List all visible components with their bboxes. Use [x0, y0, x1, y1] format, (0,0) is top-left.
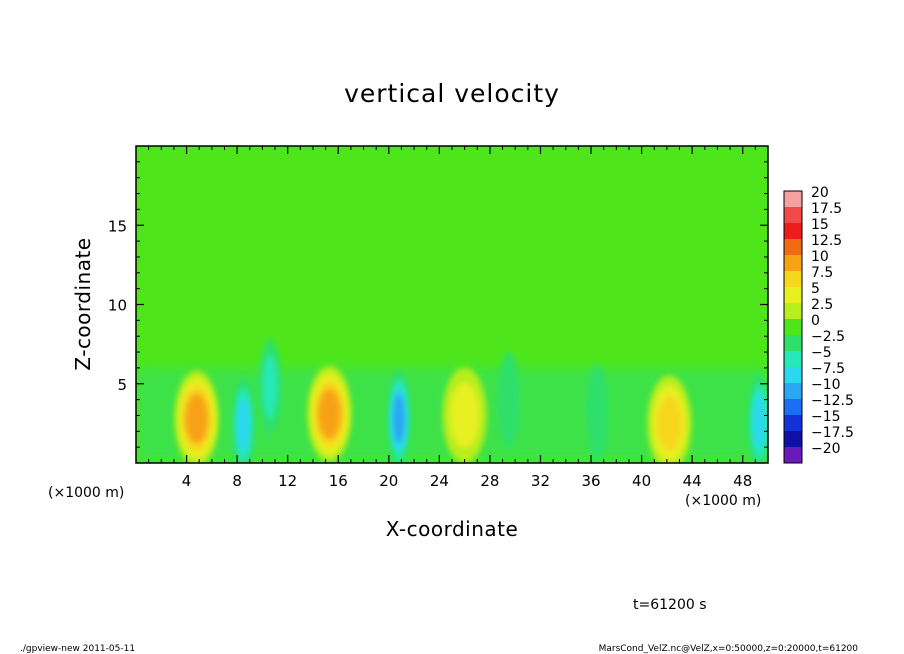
feature-updraft-0: [174, 370, 219, 463]
colorbar-frame: [783, 190, 803, 464]
colorbar-label: −10: [811, 377, 841, 393]
footer-left: ./gpview-new 2011-05-11: [20, 644, 135, 654]
x-tick-label: 20: [379, 472, 398, 490]
colorbar-swatch: [784, 335, 802, 351]
colorbar-label: −5: [811, 345, 832, 361]
colorbar-label: −2.5: [811, 329, 845, 345]
footer-right: MarsCond_VelZ.nc@VelZ,x=0:50000,z=0:2000…: [599, 644, 859, 654]
feature-contour: [185, 394, 208, 444]
feature-updraft-3: [307, 365, 352, 462]
colorbar-label: −17.5: [811, 425, 854, 441]
x-axis: 4 8 12 16 20 24 28 32 36 40 44 48: [148, 146, 756, 490]
feature-contour: [656, 396, 682, 451]
feature-downdraft-1: [232, 376, 255, 463]
y-tick-label: 10: [108, 297, 127, 315]
feature-downdraft-6: [497, 351, 520, 448]
colorbar-label: −7.5: [811, 361, 845, 377]
y-axis-label: Z-coordinate: [71, 237, 95, 370]
colorbar-label: 15: [811, 217, 829, 233]
colorbar-label: −15: [811, 409, 841, 425]
feature-downdraft-2: [258, 338, 281, 435]
colorbar-swatch: [784, 271, 802, 287]
colorbar-swatch: [784, 303, 802, 319]
colorbar-label: 10: [811, 249, 829, 265]
chart-title: vertical velocity: [344, 79, 560, 108]
y-tick-label: 5: [117, 376, 127, 394]
colorbar-label: −20: [811, 441, 841, 457]
colorbar-swatch: [784, 383, 802, 399]
colorbar-swatch: [784, 399, 802, 415]
x-tick-label: 40: [632, 472, 651, 490]
x-tick-label: 24: [430, 472, 449, 490]
plot-area: [136, 146, 768, 463]
colorbar-label: 7.5: [811, 265, 833, 281]
colorbar-label: 17.5: [811, 201, 842, 217]
x-tick-label: 12: [278, 472, 297, 490]
colorbar-label: 12.5: [811, 233, 842, 249]
x-tick-label: 4: [182, 472, 192, 490]
x-tick-label: 32: [531, 472, 550, 490]
colorbar-swatch: [784, 367, 802, 383]
colorbar-swatch: [784, 287, 802, 303]
feature-contour: [237, 397, 250, 453]
y-tick-label: 15: [108, 217, 127, 235]
colorbar: 2017.51512.5107.552.50−2.5−5−7.5−10−12.5…: [783, 185, 854, 464]
colorbar-label: −12.5: [811, 393, 854, 409]
feature-contour: [449, 383, 480, 448]
feature-updraft-5: [442, 367, 487, 463]
feature-contour: [393, 394, 405, 444]
feature-contour: [497, 351, 520, 448]
colorbar-swatch: [784, 191, 802, 207]
feature-downdraft-4: [387, 370, 410, 463]
x-unit-right: (×1000 m): [685, 493, 761, 509]
feature-contour: [752, 394, 766, 449]
colorbar-label: 5: [811, 281, 820, 297]
colorbar-swatch: [784, 431, 802, 447]
colorbar-swatch: [784, 447, 802, 463]
x-tick-label: 48: [733, 472, 752, 490]
x-tick-label: 44: [683, 472, 702, 490]
feature-contour: [586, 364, 609, 461]
colorbar-label: 0: [811, 313, 820, 329]
colorbar-swatch: [784, 415, 802, 431]
colorbar-label: 20: [811, 185, 829, 201]
colorbar-swatch: [784, 319, 802, 335]
colorbar-label: 2.5: [811, 297, 833, 313]
feature-updraft-8: [647, 375, 692, 463]
x-tick-label: 36: [581, 472, 600, 490]
x-tick-label: 16: [329, 472, 348, 490]
velocity-features: [174, 338, 768, 463]
time-label: t=61200 s: [633, 597, 707, 613]
colorbar-swatch: [784, 239, 802, 255]
x-unit-left: (×1000 m): [48, 485, 124, 501]
x-axis-label: X-coordinate: [386, 517, 519, 541]
feature-contour: [262, 354, 278, 420]
feature-contour: [318, 389, 341, 439]
x-tick-label: 28: [480, 472, 499, 490]
colorbar-swatch: [784, 207, 802, 223]
feature-downdraft-9: [748, 373, 768, 463]
y-axis: 5 10 15: [108, 161, 768, 448]
feature-downdraft-7: [586, 364, 609, 461]
colorbar-swatch: [784, 255, 802, 271]
colorbar-swatch: [784, 351, 802, 367]
colorbar-swatch: [784, 223, 802, 239]
x-tick-label: 8: [232, 472, 242, 490]
